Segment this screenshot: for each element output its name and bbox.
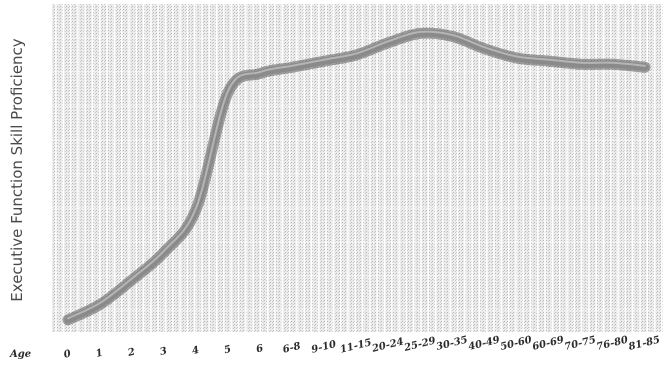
y-axis-label: Executive Function Skill Proficiency [8, 38, 26, 301]
x-tick-label: 50-60 [499, 335, 533, 353]
series-line [64, 29, 649, 324]
x-tick-label: 60-69 [531, 335, 565, 353]
x-axis-label: Age [9, 349, 31, 360]
x-tick-label: 2 [126, 347, 136, 360]
x-tick-labels: 0 1 2 3 4 5 6 6-8 9-10 11-1520-2425-2930-3540-495… [63, 335, 662, 361]
horizontal-gridlines [52, 37, 663, 311]
x-tick-label: 25-29 [402, 335, 437, 354]
series-line-highlight [67, 30, 646, 320]
vertical-gridlines [55, 4, 663, 332]
x-tick-label: 1 [95, 347, 104, 359]
x-tick-label: 40-49 [467, 335, 501, 353]
x-tick-label: 3 [159, 346, 168, 358]
x-tick-label: 70-75 [563, 335, 597, 353]
x-tick-label: 11-15 [339, 337, 373, 355]
series-line-group [62, 27, 651, 326]
x-tick-label: 5 [223, 344, 232, 356]
x-tick-label: 4 [191, 345, 200, 357]
x-tick-label: 20-24 [370, 336, 405, 355]
x-tick-label: 6 [255, 343, 264, 355]
x-tick-label: 0 [63, 348, 72, 360]
x-tick-label: 30-35 [435, 335, 469, 353]
x-tick-label: 76-80 [595, 335, 629, 353]
x-tick-label: 6-8 [282, 341, 302, 356]
x-tick-label: 9-10 [310, 339, 337, 356]
x-tick-label: 81-85 [628, 335, 662, 353]
